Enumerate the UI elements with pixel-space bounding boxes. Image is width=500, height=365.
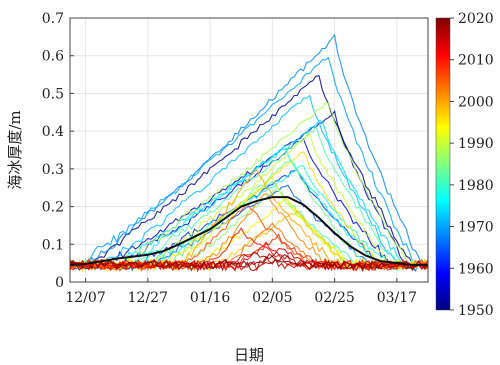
y-tick-label: 0.2 bbox=[42, 200, 64, 216]
series-line-1974 bbox=[69, 119, 429, 271]
colorbar-tick-label: 2010 bbox=[458, 53, 494, 69]
x-axis-ticks: 12/07 12/27 01/16 02/05 02/25 03/17 bbox=[65, 278, 417, 306]
series-lines bbox=[69, 33, 429, 273]
series-line-1970 bbox=[69, 56, 428, 269]
y-tick-label: 0.1 bbox=[42, 237, 64, 253]
series-line-1996 bbox=[69, 151, 429, 271]
y-axis-label: 海冰厚度/m bbox=[6, 110, 24, 189]
x-tick-label: 03/17 bbox=[377, 290, 417, 306]
mean-line bbox=[69, 196, 428, 266]
plot-frame bbox=[69, 17, 429, 283]
y-tick-label: 0.4 bbox=[42, 124, 64, 140]
y-tick-label: 0.5 bbox=[42, 86, 64, 102]
series-line-2018 bbox=[69, 254, 429, 272]
colorbar-tick-label: 2000 bbox=[458, 94, 494, 110]
y-axis-ticks: 0 0.1 0.2 0.3 0.4 0.5 0.6 0.7 bbox=[42, 11, 74, 291]
mean-line-group bbox=[69, 196, 428, 266]
grid-lines bbox=[70, 17, 428, 283]
colorbar-tick-label: 1960 bbox=[458, 261, 494, 277]
colorbar-tick-label: 2020 bbox=[458, 11, 494, 27]
colorbar-tick-label: 1990 bbox=[458, 136, 494, 152]
x-tick-label: 01/16 bbox=[190, 290, 230, 306]
series-line-1968 bbox=[69, 33, 429, 269]
colorbar-tick-label: 1980 bbox=[458, 178, 494, 194]
x-tick-label: 12/27 bbox=[128, 290, 168, 306]
y-tick-label: 0.3 bbox=[42, 162, 64, 178]
x-tick-label: 02/25 bbox=[314, 290, 354, 306]
x-tick-label: 12/07 bbox=[65, 290, 105, 306]
x-tick-label: 02/05 bbox=[252, 290, 292, 306]
y-tick-label: 0 bbox=[55, 275, 64, 291]
series-line-2020 bbox=[69, 255, 429, 271]
colorbar-ticks: 1950 1960 1970 1980 1990 2000 2010 2020 bbox=[450, 11, 494, 319]
colorbar-tick-label: 1950 bbox=[458, 303, 494, 319]
y-tick-label: 0.7 bbox=[42, 11, 64, 27]
colorbar bbox=[435, 17, 451, 311]
series-line-1972 bbox=[69, 94, 429, 270]
y-tick-label: 0.6 bbox=[42, 49, 64, 65]
x-axis-label: 日期 bbox=[234, 346, 264, 364]
colorbar-tick-label: 1970 bbox=[458, 220, 494, 236]
